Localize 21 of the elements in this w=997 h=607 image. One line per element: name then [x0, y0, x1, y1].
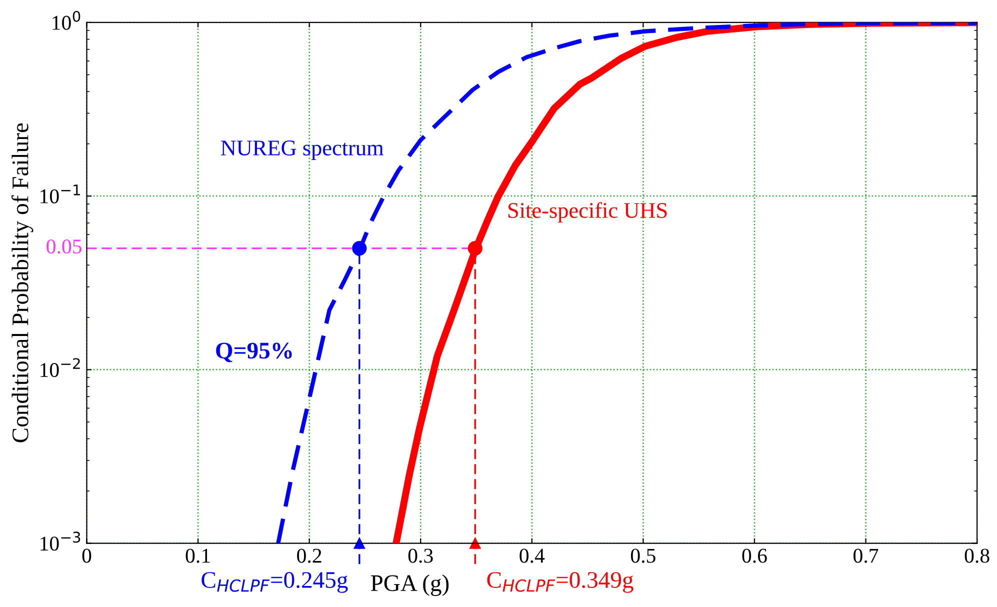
- x-tick-label: 0.7: [854, 548, 878, 563]
- x-tick-label: 0.3: [408, 548, 433, 563]
- y-tick-label: 10$^{0}$: [52, 10, 80, 30]
- x-tick-label: 0.5: [630, 548, 656, 563]
- y-tick-label: 10$^{−1}$: [40, 184, 80, 204]
- ref-line-label: 0.05: [46, 239, 82, 254]
- ref-line-label: C$_{HCLPF}$=0.245g: [202, 572, 348, 593]
- annotation: Q=95%: [216, 342, 292, 362]
- y-tick-label: 10$^{−3}$: [40, 532, 80, 551]
- x-tick-label: 0: [82, 548, 92, 563]
- x-tick-label: 0.8: [964, 548, 990, 563]
- x-tick-label: 0.6: [742, 548, 767, 563]
- x-axis-title: PGA (g): [370, 574, 449, 596]
- x-tick-label: 0.4: [520, 548, 545, 563]
- series-label: NUREG spectrum: [220, 140, 384, 160]
- x-tick-label: 0.1: [186, 548, 210, 563]
- series-label: Site-specific UHS: [508, 202, 667, 222]
- ref-line-label: C$_{HCLPF}$=0.349g: [487, 572, 634, 593]
- y-axis-title: Conditional Probability of Failure: [11, 123, 34, 442]
- x-tick-label: 0.2: [297, 548, 322, 563]
- y-tick-label: 10$^{−2}$: [40, 358, 80, 378]
